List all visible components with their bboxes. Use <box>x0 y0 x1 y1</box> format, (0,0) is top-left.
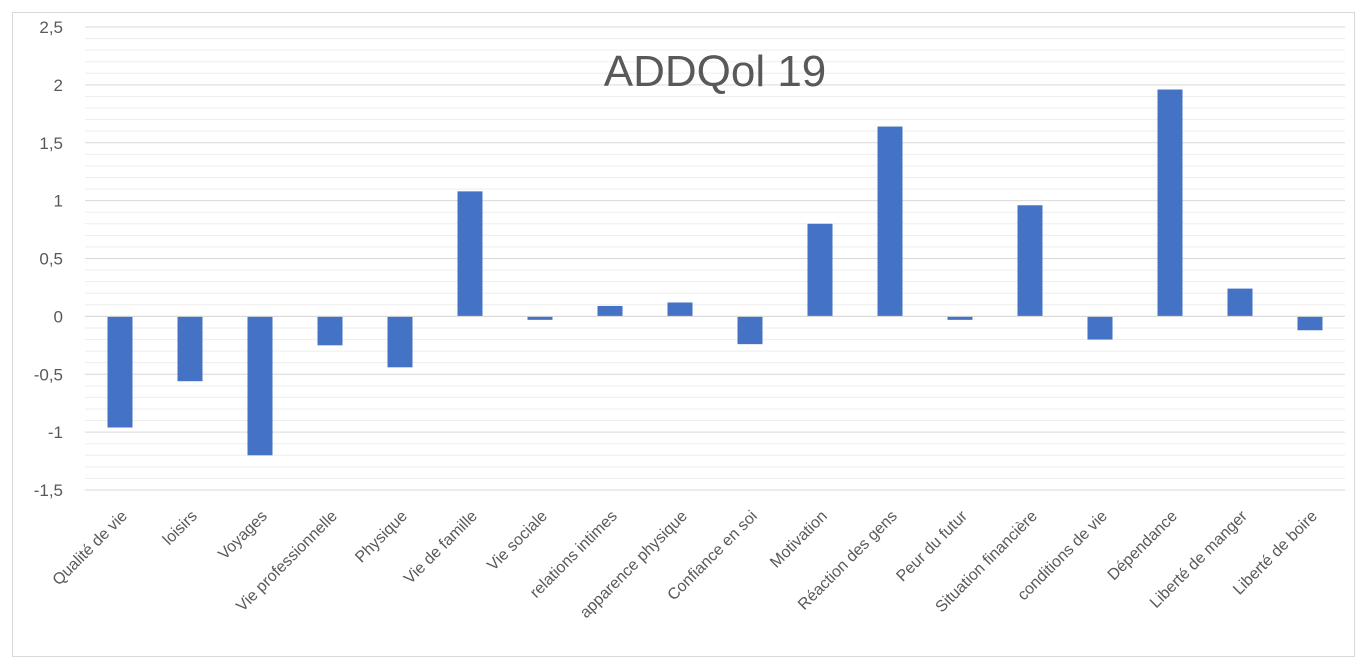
bar <box>1017 205 1043 317</box>
y-tick-label: -0,5 <box>34 365 63 384</box>
x-category-label: Physique <box>352 508 411 567</box>
bar <box>387 316 413 368</box>
gridlines <box>85 26 1345 491</box>
bar <box>1087 316 1113 340</box>
x-category-label: Vie sociale <box>484 508 551 575</box>
y-tick-label: 0,5 <box>39 250 63 269</box>
x-category-label: Qualité de vie <box>50 508 131 589</box>
x-category-label: Motivation <box>767 508 831 572</box>
x-category-label: Peur du futur <box>893 507 971 585</box>
bar <box>877 126 903 317</box>
y-tick-label: -1,5 <box>34 481 63 500</box>
bar <box>1297 316 1323 331</box>
x-category-label: Voyages <box>215 508 270 563</box>
x-category-label: Dépendance <box>1105 508 1181 584</box>
bars <box>107 89 1323 456</box>
bar <box>317 316 343 346</box>
bar <box>807 223 833 317</box>
x-category-label: Vie de famille <box>401 508 481 588</box>
x-category-label: loisirs <box>160 508 201 549</box>
bar <box>597 305 623 317</box>
bar <box>1157 89 1183 317</box>
y-tick-label: 1 <box>54 192 63 211</box>
y-tick-label: 1,5 <box>39 134 63 153</box>
bar <box>1227 288 1253 317</box>
bar <box>667 302 693 317</box>
bar <box>107 316 133 428</box>
y-tick-label: 2,5 <box>39 18 63 37</box>
chart-title: ADDQol 19 <box>604 47 827 96</box>
y-tick-label: -1 <box>48 423 63 442</box>
y-axis-ticks: -1,5 -1 -0,5 0 0,5 1 1,5 2 2,5 <box>34 18 63 500</box>
bar <box>247 316 273 456</box>
bar <box>177 316 203 382</box>
bar <box>527 316 553 320</box>
bar <box>457 191 483 317</box>
bar <box>737 316 763 345</box>
y-tick-label: 2 <box>54 76 63 95</box>
y-tick-label: 0 <box>54 307 63 326</box>
bar <box>947 316 973 320</box>
